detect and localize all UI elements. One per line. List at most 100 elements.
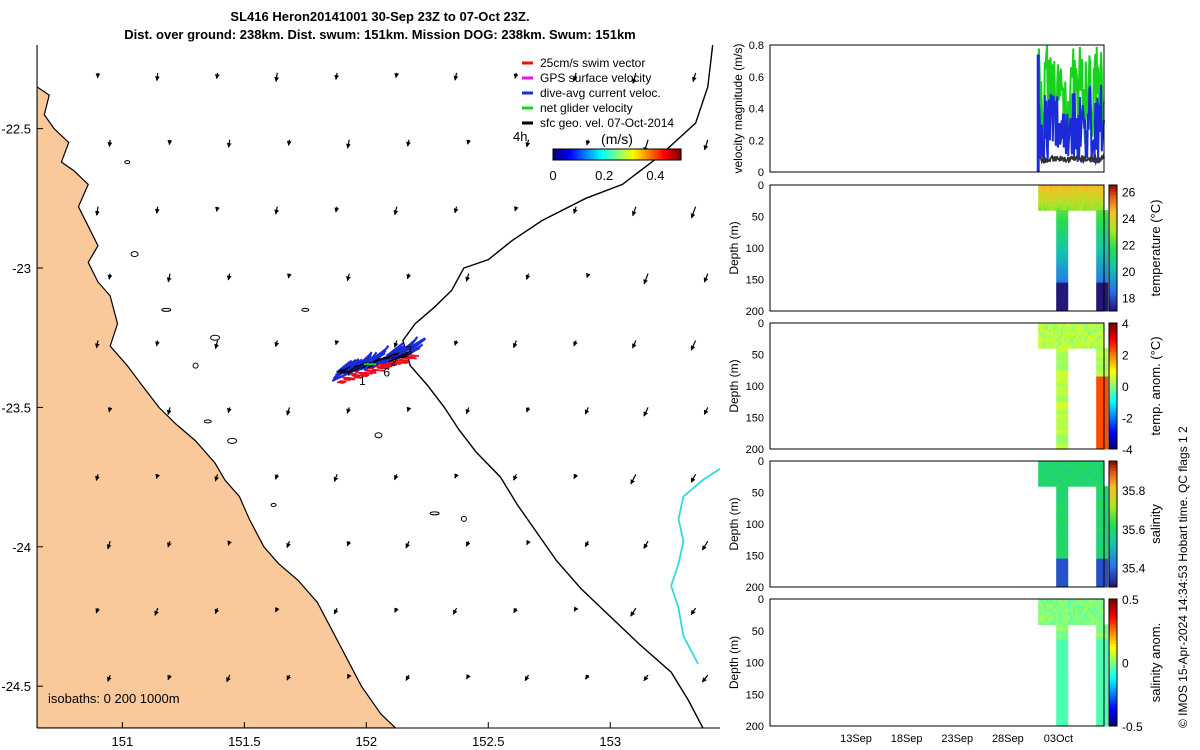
section-cell [1074,614,1077,619]
section-cell [1077,191,1080,195]
section-cell [1089,470,1092,475]
section-cell [1056,678,1069,683]
section-cell [1041,621,1044,625]
section-cell [1102,332,1105,337]
map-x-tick-label: 153 [599,734,621,749]
section-cell [1059,605,1062,610]
panel-colorbar-frame [1108,184,1118,312]
panel-colorbar-cell [1109,630,1117,635]
section-cell [1071,332,1074,337]
section-cell [1041,194,1044,199]
section-cell [1072,194,1075,199]
section-cell [1080,338,1084,343]
velocity-arrow [154,72,160,82]
section-cell [1087,464,1090,468]
panel-colorbar-cell [1109,260,1117,265]
section-cell [1089,602,1092,606]
section-cell [1066,329,1069,333]
velocity-arrow [394,72,400,79]
section-cell [1096,357,1109,362]
section-cell [1074,464,1077,468]
section-cell [1080,188,1084,192]
swim-vector [408,356,417,360]
section-cell [1087,618,1090,622]
colorbar-cell [645,149,648,160]
colorbar-cell [669,149,672,160]
section-cell [1096,646,1109,651]
section-cell [1100,191,1103,195]
colorbar-cell [663,149,666,160]
section-cell [1056,508,1069,512]
velocity-arrow [525,139,531,148]
section-cell [1077,207,1080,211]
section-cell [1084,608,1087,613]
section-cell [1071,188,1074,192]
section-cell [1049,479,1052,484]
island-outline [210,334,221,341]
section-cell [1057,203,1061,208]
section-cell [1044,335,1047,340]
section-cell [1087,614,1090,619]
section-cell [1096,295,1109,299]
section-cell [1097,197,1100,202]
section-cell [1051,602,1054,606]
panel-colorbar-cell [1109,248,1117,252]
panel-colorbar-cell [1109,564,1117,569]
section-cell [1087,326,1090,330]
section-cell [1096,672,1109,676]
colorbar-cell [637,149,640,160]
section-cell [1071,194,1074,199]
section-cell [1057,467,1061,471]
section-cell [1056,687,1069,692]
section-cell [1038,188,1041,192]
section-cell [1038,479,1041,484]
section-cell [1076,207,1079,211]
section-cell [1097,473,1100,478]
velocity-arrow [215,206,220,212]
velocity-arrow [453,340,459,346]
section-cell [1041,473,1044,478]
section-cell [1041,185,1044,189]
section-cell [1044,461,1047,465]
colorbar-cell [619,149,622,160]
section-cell [1084,479,1087,484]
section-cell [1062,605,1066,610]
section-cell [1056,248,1069,252]
section-cell [1038,605,1041,610]
section-cell [1067,483,1070,487]
section-cell [1102,203,1105,208]
panel-colorbar-tick-label: 20 [1122,265,1136,279]
section-cell [1041,338,1044,343]
panel-colorbar-cell [1109,722,1117,727]
panel-colorbar-cell [1109,706,1117,711]
panel-colorbar-cell [1109,530,1117,534]
section-cell [1039,203,1043,208]
section-cell [1100,332,1103,337]
section-cell [1080,185,1084,189]
section-cell [1056,630,1069,635]
section-cell [1048,207,1051,211]
colorbar-cell [581,149,584,160]
section-cell [1096,288,1109,293]
panel-colorbar-cell [1109,251,1117,255]
section-cell [1094,467,1097,471]
section-cell [1090,461,1093,465]
section-cell [1056,367,1069,371]
section-cell [1054,608,1057,613]
section-cell [1096,248,1109,252]
velocity-arrow [95,474,100,481]
section-cell [1096,624,1109,629]
section-cell [1071,185,1074,189]
velocity-arrow [214,340,219,350]
section-cell [1046,602,1049,606]
section-cell [1056,627,1069,632]
section-cell [1056,354,1069,359]
section-cell [1099,197,1102,202]
section-cell [1041,323,1044,327]
section-cell [1096,360,1109,365]
section-cell [1041,191,1044,195]
section-cell [1085,338,1089,343]
section-cell [1064,611,1067,616]
section-cell [1102,341,1105,346]
section-cell [1080,621,1084,625]
